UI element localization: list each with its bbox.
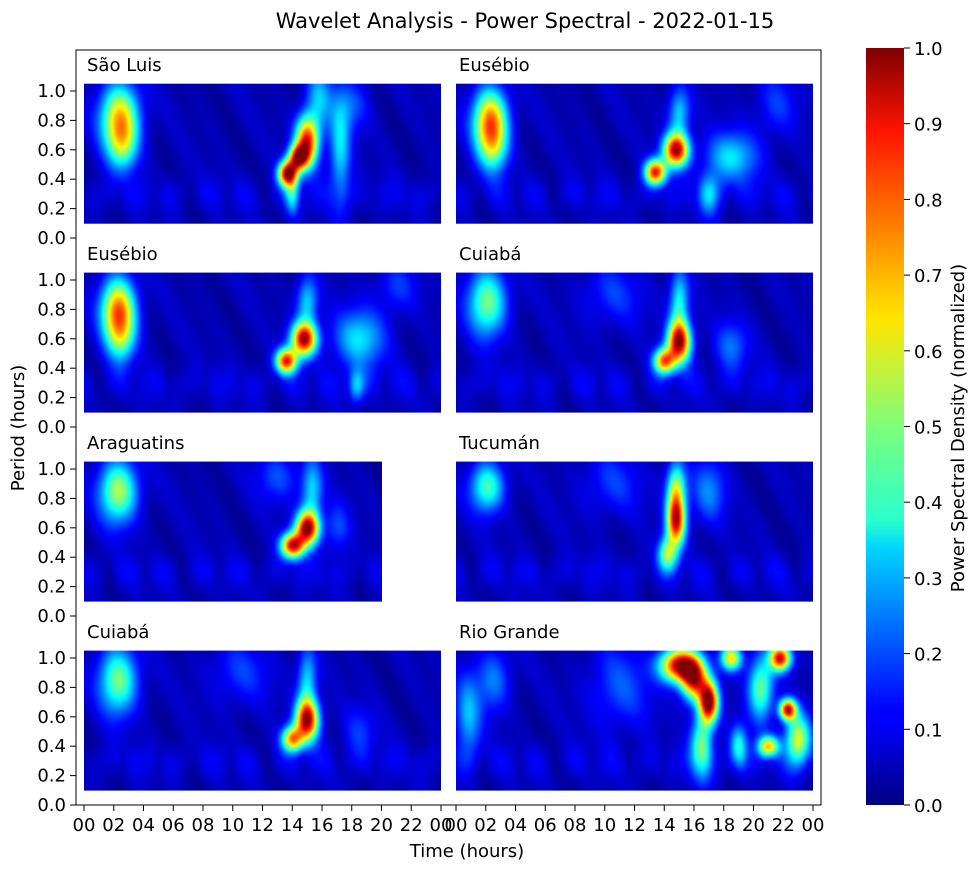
y-tick-label: 0.0 [37,606,66,627]
colorbar-tick-label: 0.8 [914,190,943,211]
station-label: Eusébio [459,55,530,76]
x-tick-label: 00 [73,815,96,836]
x-tick-label: 18 [712,815,735,836]
x-tick-label: 20 [370,815,393,836]
y-tick-label: 0.6 [37,140,66,161]
x-tick-label: 06 [162,815,185,836]
station-label: Araguatins [87,433,184,454]
colorbar-label: Power Spectral Density (normalized) [948,264,969,592]
y-tick-label: 1.0 [37,459,66,480]
y-tick-label: 0.2 [37,199,66,220]
panel-7: Rio Grande [456,622,813,791]
y-tick-label: 0.4 [37,358,66,379]
figure-title: Wavelet Analysis - Power Spectral - 2022… [276,9,775,33]
x-tick-label: 02 [474,815,497,836]
colorbar-tick-label: 0.2 [914,645,943,666]
panel-0: São Luis [84,55,441,224]
x-tick-label: 22 [400,815,423,836]
y-tick-label: 0.8 [37,299,66,320]
x-tick-label: 10 [221,815,244,836]
colorbar-tick-label: 0.1 [914,720,943,741]
heatmap-image [84,83,441,224]
y-tick-label: 0.4 [37,547,66,568]
y-tick-label: 0.6 [37,707,66,728]
y-tick-label: 0.4 [37,736,66,757]
x-tick-label: 14 [653,815,676,836]
x-tick-label: 08 [192,815,215,836]
colorbar-tick-label: 0.6 [914,342,943,363]
colorbar-tick-label: 0.9 [914,115,943,136]
station-label: Tucumán [458,433,540,454]
x-tick-label: 08 [564,815,587,836]
heatmap-image [84,272,441,413]
y-tick-label: 1.0 [37,270,66,291]
x-axis-label: Time (hours) [409,841,524,862]
y-tick-label: 0.2 [37,766,66,787]
x-tick-label: 10 [593,815,616,836]
x-tick-label: 00 [445,815,468,836]
panel-1: Eusébio [456,55,813,224]
heatmap-image [84,461,382,602]
panel-5: Tucumán [456,433,813,602]
colorbar-gradient [866,48,904,805]
heatmap-panels: São Luis Eusébio Eusébio Cuiabá Araguatins Tu… [84,55,813,791]
station-label: Cuiabá [87,622,149,643]
colorbar-tick-label: 1.0 [914,39,943,60]
x-tick-label: 16 [311,815,334,836]
station-label: Eusébio [87,244,158,265]
y-tick-label: 0.8 [37,110,66,131]
station-label: Cuiabá [459,244,521,265]
y-tick-label: 0.4 [37,169,66,190]
heatmap-image [456,461,813,602]
panel-4: Araguatins [84,433,382,602]
colorbar-tick-label: 0.0 [914,796,943,817]
y-axis: 0.0 0.2 0.4 0.6 0.8 1.0 0.0 0.2 0.4 0.6 0.8 1.0 0.0 0… [37,81,76,816]
heatmap-image [456,650,813,791]
x-tick-label: 00 [430,815,453,836]
x-tick-label: 06 [534,815,557,836]
y-tick-label: 1.0 [37,81,66,102]
x-tick-label: 12 [251,815,274,836]
x-tick-label: 00 [802,815,825,836]
x-tick-label: 12 [623,815,646,836]
heatmap-image [456,272,813,413]
colorbar-tick-label: 0.3 [914,569,943,590]
x-tick-label: 04 [504,815,527,836]
x-tick-label: 04 [132,815,155,836]
heatmap-image [84,650,441,791]
y-tick-label: 0.0 [37,795,66,816]
y-tick-label: 0.6 [37,329,66,350]
x-tick-label: 14 [281,815,304,836]
colorbar-tick-label: 0.5 [914,418,943,439]
heatmap-image [456,83,813,224]
colorbar: 0.0 0.1 0.2 0.3 0.4 0.5 0.6 0.7 0.8 0.9 1.0 Power … [866,39,969,817]
colorbar-ticks: 0.0 0.1 0.2 0.3 0.4 0.5 0.6 0.7 0.8 0.9 1.0 [904,39,943,817]
x-tick-label: 22 [772,815,795,836]
y-tick-label: 0.0 [37,228,66,249]
x-tick-label: 16 [683,815,706,836]
x-tick-label: 02 [102,815,125,836]
y-tick-label: 0.8 [37,488,66,509]
y-tick-label: 0.8 [37,677,66,698]
y-axis-label: Period (hours) [8,365,29,492]
panel-6: Cuiabá [84,622,441,791]
panel-2: Eusébio [84,244,441,413]
y-tick-label: 0.2 [37,577,66,598]
y-tick-label: 0.2 [37,388,66,409]
y-tick-label: 1.0 [37,648,66,669]
station-label: São Luis [87,55,162,76]
x-tick-label: 18 [340,815,363,836]
panel-3: Cuiabá [456,244,813,413]
x-tick-label: 20 [742,815,765,836]
y-tick-label: 0.0 [37,417,66,438]
colorbar-tick-label: 0.4 [914,493,943,514]
y-tick-label: 0.6 [37,518,66,539]
colorbar-tick-label: 0.7 [914,266,943,287]
station-label: Rio Grande [459,622,560,643]
